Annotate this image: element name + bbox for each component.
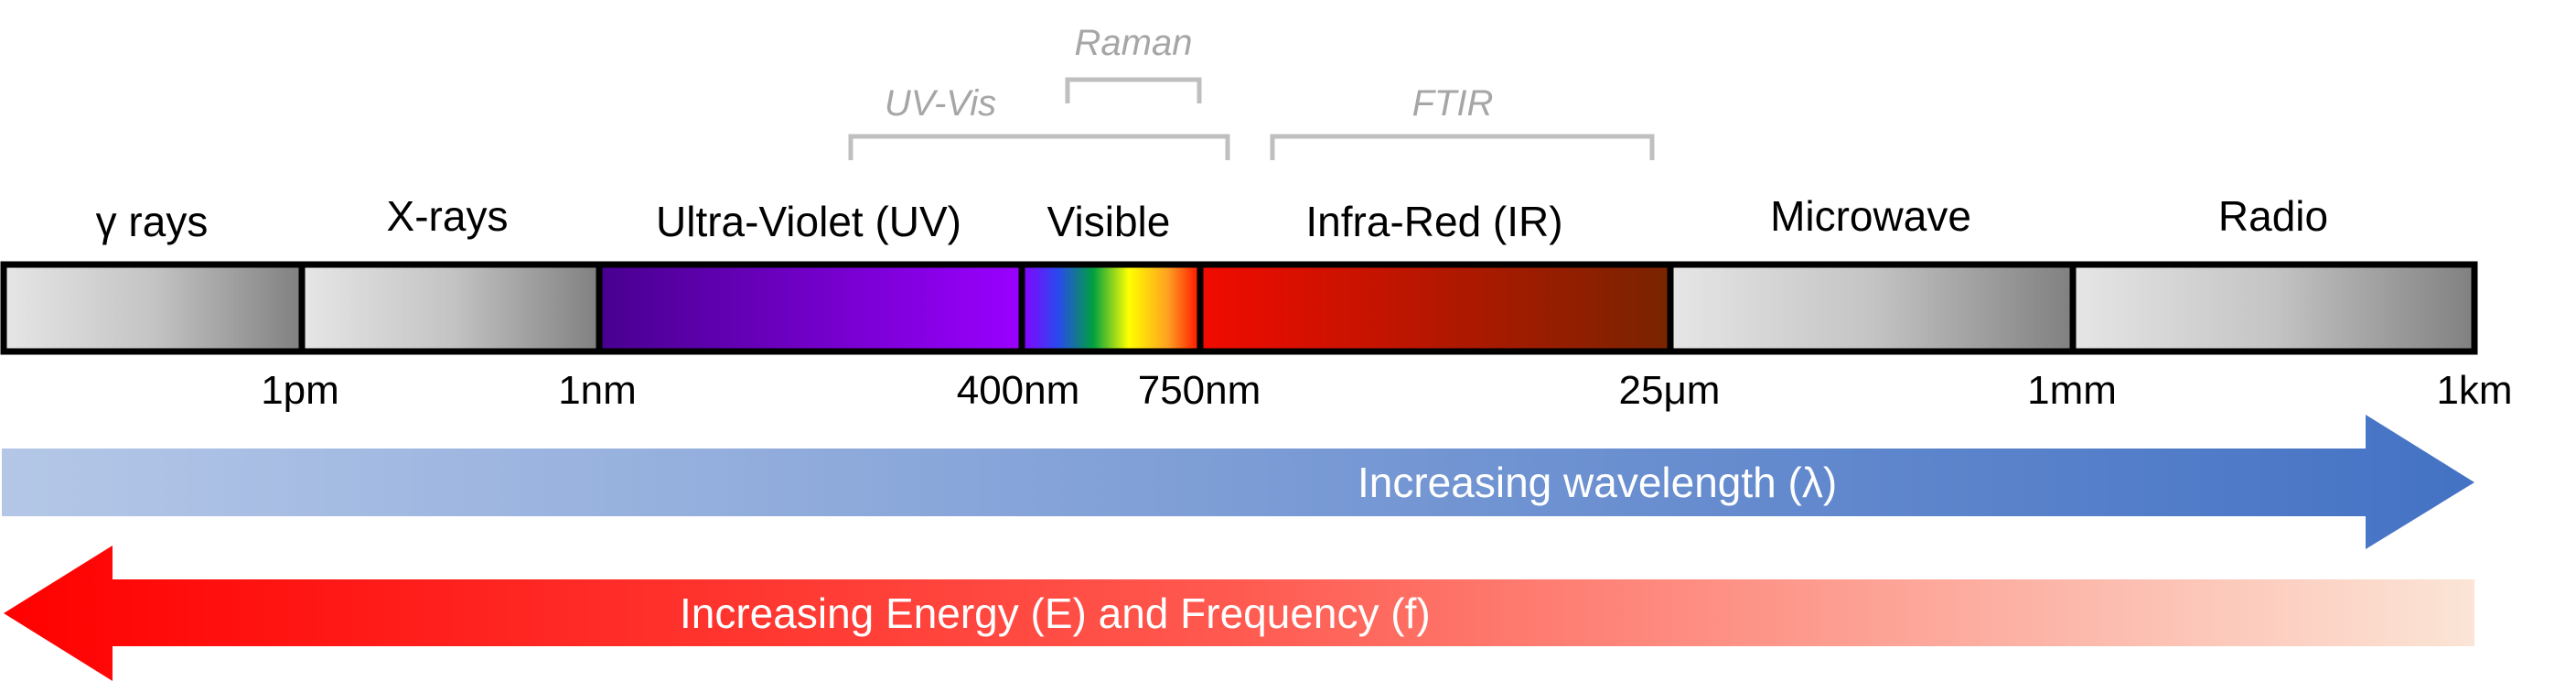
tick-label: 1km [2436,368,2512,413]
band-label-uv: Ultra-Violet (UV) [656,198,961,245]
uv-segment [596,261,1025,355]
raman-bracket: Raman [1065,23,1202,103]
gamma-segment [0,261,306,355]
spectrum-bar [0,261,2478,355]
tick-label: 1pm [261,368,339,413]
band-label-ir: Infra-Red (IR) [1305,198,1562,245]
arrow-left-icon [4,546,2474,681]
band-label-microwave: Microwave [1770,192,1971,240]
ftir-label: FTIR [1412,83,1494,124]
tick-label: 25μm [1619,368,1721,413]
band-label-radio: Radio [2218,192,2328,240]
energy-arrow-label: Increasing Energy (E) and Frequency (f) [680,589,1431,637]
band-label-gamma: γ rays [96,198,209,245]
tick-label: 1nm [558,368,637,413]
ir-segment [1197,261,1674,355]
band-label-xray: X-rays [387,192,509,240]
uv-vis-bracket: UV-Vis [848,83,1230,160]
wavelength-arrow-label: Increasing wavelength (λ) [1358,459,1837,506]
visible-segment [1018,261,1204,355]
tick-label: 400nm [957,368,1080,413]
tick-label: 1mm [2027,368,2117,413]
arrow-right-icon [2,415,2474,549]
microwave-segment [1667,261,2077,355]
ftir-bracket: FTIR [1270,83,1655,160]
tick-label: 750nm [1138,368,1261,413]
radio-segment [2069,261,2478,355]
wavelength-arrow: Increasing wavelength (λ) [2,415,2474,549]
raman-label: Raman [1075,23,1193,63]
uv-vis-label: UV-Vis [885,83,996,124]
xray-segment [298,261,603,355]
band-label-visible: Visible [1047,198,1171,245]
energy-arrow: Increasing Energy (E) and Frequency (f) [4,546,2474,681]
